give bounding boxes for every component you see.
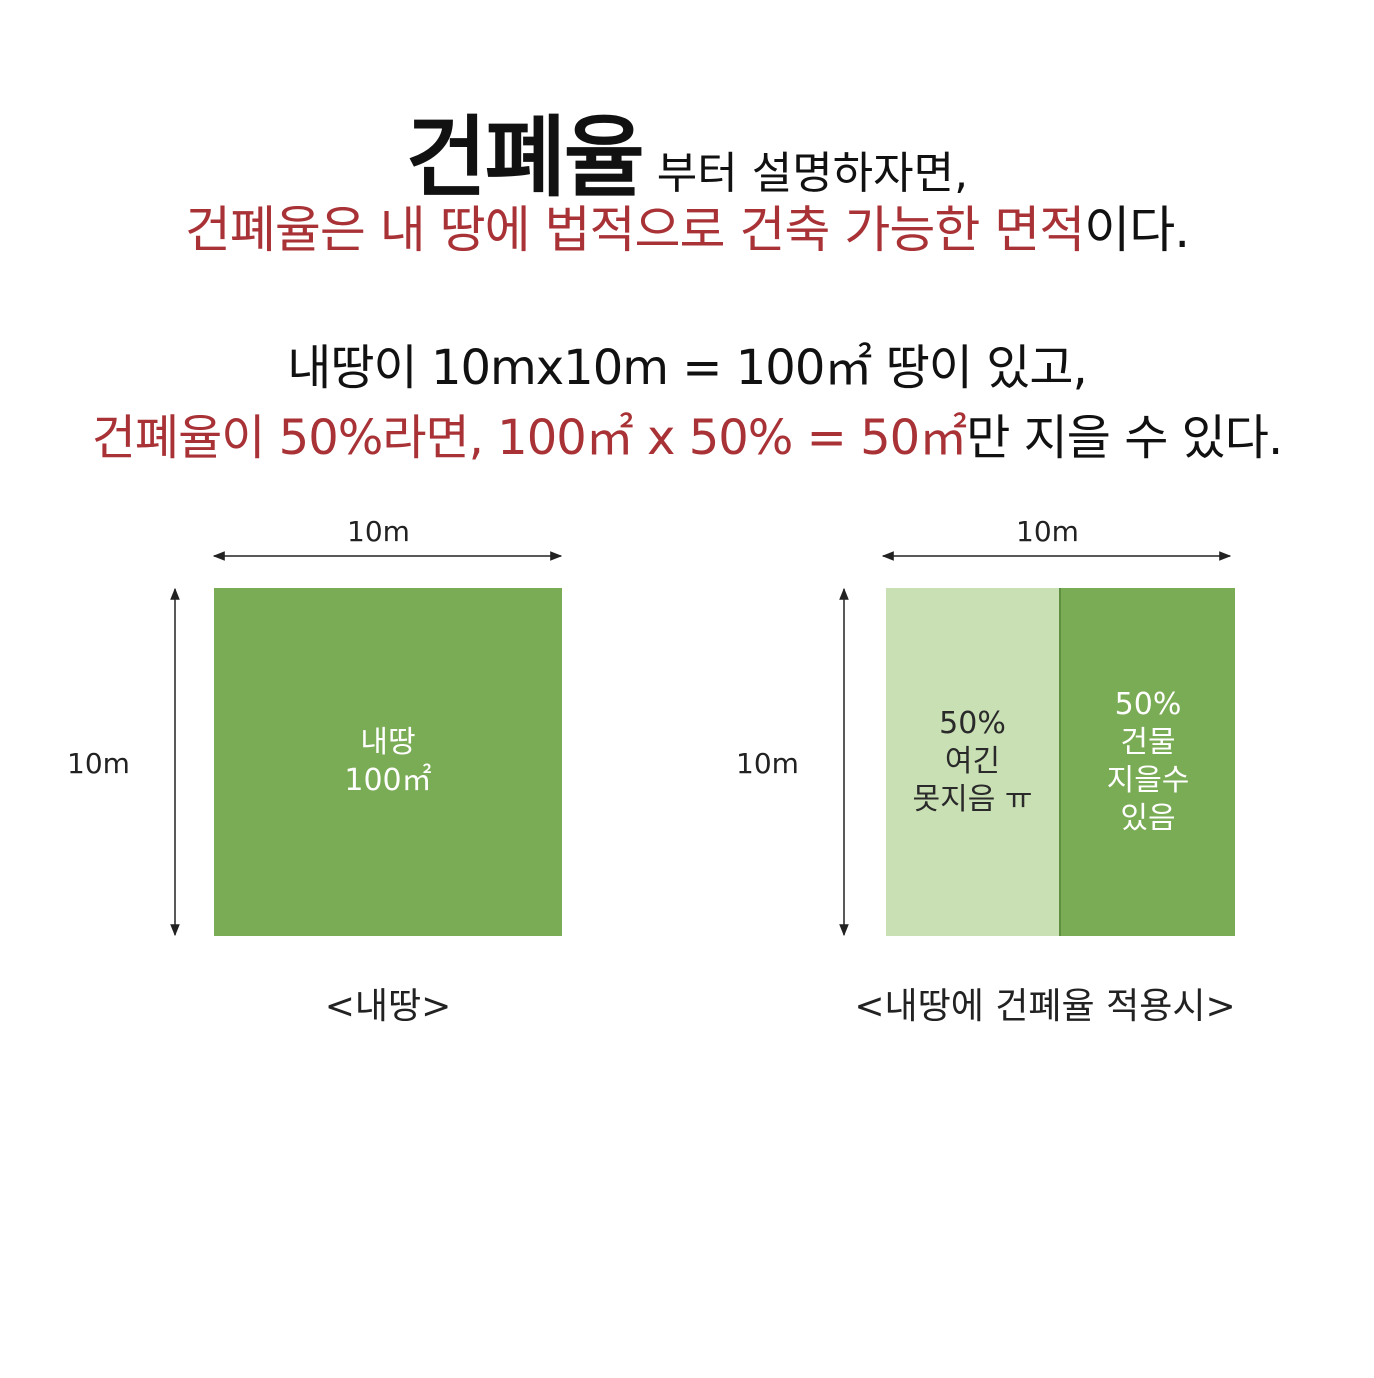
definition-line: 건폐율은 내 땅에 법적으로 건축 가능한 면적이다. [0,190,1374,270]
buildable-percent: 50% [1114,687,1182,722]
definition-highlight: 건폐율은 내 땅에 법적으로 건축 가능한 면적 [184,201,1085,259]
buildable-line-3: 지을수 [1106,763,1190,798]
my-land-text: 내땅 100㎡ [214,724,562,800]
right-caption: <내땅에 건폐율 적용시> [854,986,1236,1027]
unbuildable-text: 50% 여긴 못지음 ㅠ [886,705,1059,819]
left-width-label: 10m [347,515,410,548]
example-line-2: 건폐율이 50%라면, 100㎡ x 50% = 50㎡만 지을 수 있다. [0,398,1374,478]
heading: 건폐율 부터 설명하자면, [0,108,1374,224]
unbuildable-line-2: 여긴 [944,744,1001,779]
heading-subtitle: 부터 설명하자면, [656,148,969,199]
definition-ending: 이다. [1084,201,1190,259]
right-width-label: 10m [1016,515,1079,548]
my-land-area: 100㎡ [344,763,432,798]
unbuildable-half: 50% 여긴 못지음 ㅠ [886,588,1061,936]
my-land-square: 내땅 100㎡ [214,588,562,936]
unbuildable-percent: 50% [939,706,1006,741]
buildable-line-2: 건물 [1120,725,1176,760]
example-line-2-highlight: 건폐율이 50%라면, 100㎡ x 50% = 50㎡ [91,410,967,466]
buildable-half: 50% 건물 지을수 있음 [1061,588,1235,936]
right-height-label: 10m [736,747,799,780]
heading-title: 건폐율 [405,106,645,209]
unbuildable-line-3: 못지음 ㅠ [912,782,1033,817]
buildable-line-4: 있음 [1120,801,1176,836]
my-land-label: 내땅 [360,725,416,760]
left-caption: <내땅> [324,986,452,1027]
example-line-1: 내땅이 10mx10m = 100㎡ 땅이 있고, [287,340,1088,396]
buildable-text: 50% 건물 지을수 있음 [1061,686,1235,838]
example-line-2-ending: 만 지을 수 있다. [966,410,1283,466]
left-height-label: 10m [67,747,130,780]
